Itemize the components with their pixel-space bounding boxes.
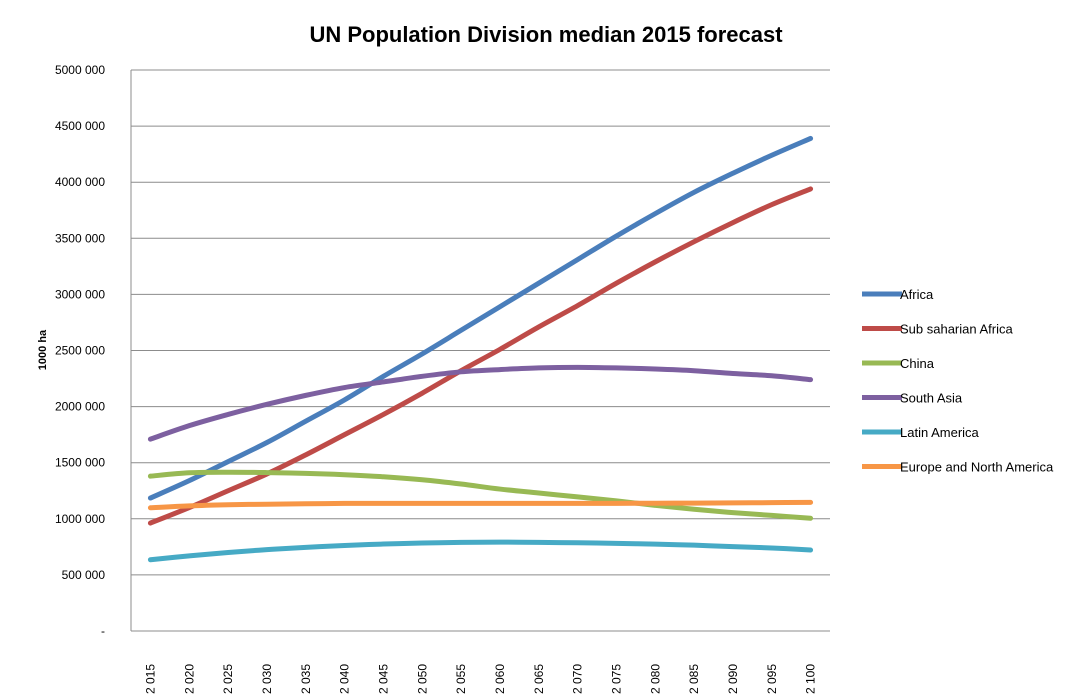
legend-label-europe-and-north-america: Europe and North America (900, 460, 1054, 475)
x-tick-label: 2 090 (726, 664, 740, 694)
y-axis-label: 1000 ha (37, 329, 49, 370)
legend: Africa Sub saharian Africa China South Asia… (862, 287, 1054, 475)
chart-title: UN Population Division median 2015 forec… (309, 22, 783, 47)
y-tick-labels: - 500 000 1000 000 1500 000 2000 000 2500 000… (55, 63, 105, 638)
series-line-africa (147, 135, 814, 501)
series-line-europe-and-north-america (147, 499, 814, 511)
x-tick-label: 2 015 (143, 664, 157, 694)
x-tick-label: 2 040 (338, 664, 352, 694)
series-line-china (147, 469, 814, 521)
axes (130, 70, 830, 632)
legend-label-africa: Africa (900, 287, 934, 302)
y-tick-label: 5000 000 (55, 63, 105, 77)
y-tick-label: 2000 000 (55, 400, 105, 414)
x-tick-label: 2 050 (415, 664, 429, 694)
x-tick-label: 2 020 (182, 664, 196, 694)
series-line-south-asia (147, 364, 814, 442)
x-tick-label: 2 075 (609, 664, 623, 694)
x-tick-label: 2 070 (571, 664, 585, 694)
series-lines (147, 135, 814, 563)
y-tick-label: 4000 000 (55, 175, 105, 189)
y-tick-label: 500 000 (62, 568, 106, 582)
y-tick-label: 4500 000 (55, 119, 105, 133)
series-line-sub-saharian-africa (147, 186, 814, 526)
x-tick-label: 2 030 (260, 664, 274, 694)
legend-label-south-asia: South Asia (900, 391, 963, 406)
gridlines (131, 69, 830, 576)
y-tick-label: 1000 000 (55, 512, 105, 526)
legend-label-sub-saharian-africa: Sub saharian Africa (900, 322, 1014, 337)
x-tick-label: 2 080 (648, 664, 662, 694)
series-line-latin-america (147, 539, 814, 563)
x-tick-label: 2 060 (493, 664, 507, 694)
x-tick-label: 2 095 (765, 664, 779, 694)
x-tick-label: 2 085 (687, 664, 701, 694)
x-tick-label: 2 025 (221, 664, 235, 694)
legend-label-latin-america: Latin America (900, 425, 980, 440)
y-tick-label: 3000 000 (55, 287, 105, 301)
x-tick-label: 2 055 (454, 664, 468, 694)
y-tick-label: - (101, 624, 105, 638)
legend-label-china: China (900, 356, 935, 371)
x-tick-label: 2 045 (376, 664, 390, 694)
x-tick-labels: 2 015 2 020 2 025 2 030 2 035 2 040 2 045 2 050… (143, 664, 817, 694)
x-tick-label: 2 035 (299, 664, 313, 694)
y-tick-label: 1500 000 (55, 456, 105, 470)
x-tick-label: 2 100 (804, 664, 818, 694)
y-tick-label: 2500 000 (55, 344, 105, 358)
x-tick-label: 2 065 (532, 664, 546, 694)
y-tick-label: 3500 000 (55, 231, 105, 245)
